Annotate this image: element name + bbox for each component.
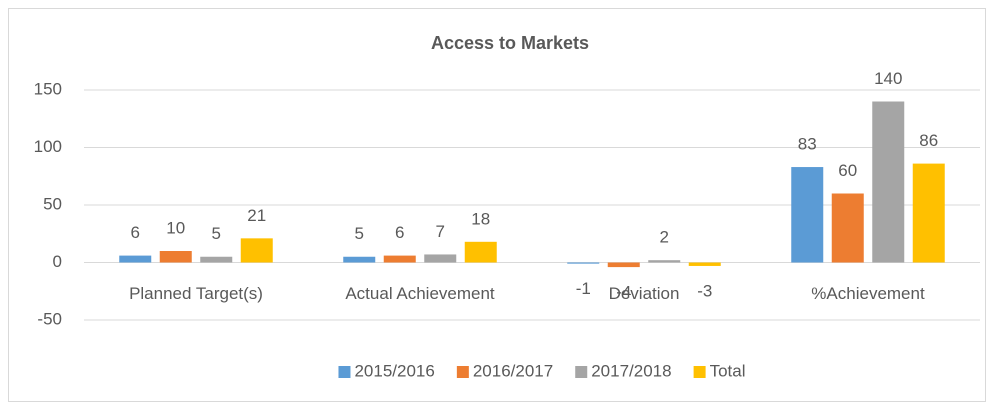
bar [607,262,640,268]
x-tick-label: Planned Target(s) [129,284,263,303]
bar [383,255,416,263]
bar [200,256,233,263]
data-label: 5 [212,224,221,243]
legend-label: 2017/2018 [591,361,671,380]
x-tick-label: Actual Achievement [345,284,495,303]
data-label: 5 [355,224,364,243]
y-tick-label: 0 [53,252,62,271]
legend-swatch [575,366,588,378]
data-label: 10 [166,218,185,237]
chart-title: Access to Markets [431,33,589,53]
data-label: 140 [874,69,902,88]
legend-label: Total [710,361,746,380]
bar [688,262,721,266]
data-label: 83 [798,135,817,154]
bar [872,101,905,263]
data-label: -3 [697,281,712,300]
data-label: 6 [395,223,404,242]
data-label: -4 [616,283,631,302]
bar [567,262,600,264]
bar [159,251,192,263]
bar [791,167,824,263]
data-label: 2 [660,228,669,247]
legend-swatch [456,366,469,378]
x-tick-label: Deviation [609,284,680,303]
x-tick-label: %Achievement [811,284,925,303]
bar [831,193,864,263]
data-label: 18 [471,209,490,228]
bar [424,254,457,263]
legend-label: 2015/2016 [354,361,434,380]
data-label: 7 [436,222,445,241]
legend-swatch [693,366,706,378]
bar [912,163,945,263]
bar [240,238,273,263]
data-label: 86 [919,131,938,150]
legend-swatch [338,366,351,378]
data-label: 6 [131,223,140,242]
y-tick-label: 150 [34,79,62,98]
data-label: 21 [247,206,266,225]
y-tick-label: 50 [43,194,62,213]
bar [343,256,376,263]
data-label: 60 [838,161,857,180]
y-tick-label: -50 [37,309,62,328]
bar [119,255,152,263]
bar [464,241,497,263]
y-tick-label: 100 [34,137,62,156]
data-label: -1 [576,279,591,298]
bar [648,260,681,263]
legend-label: 2016/2017 [473,361,553,380]
